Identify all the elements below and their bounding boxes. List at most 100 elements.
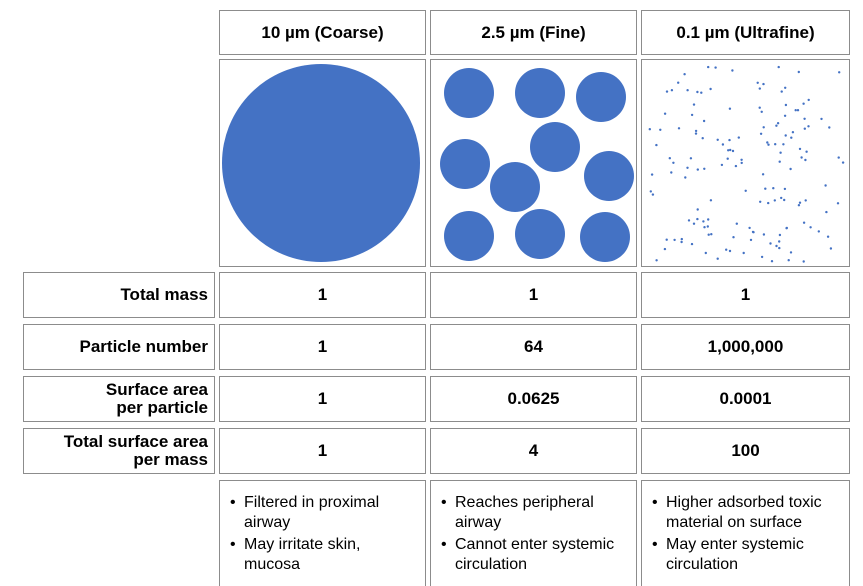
ultrafine-particle [731, 149, 735, 153]
ultrafine-particle [767, 143, 770, 146]
row-label-line: per particle [116, 398, 208, 417]
fine-particle [440, 139, 490, 189]
ultrafine-particle [775, 244, 778, 248]
ultrafine-particle [728, 249, 732, 253]
ultrafine-particle [648, 128, 651, 131]
ultrafine-particle [804, 199, 807, 202]
ultrafine-particle [707, 65, 710, 69]
header-ultrafine: 0.1 µm (Ultrafine) [641, 10, 850, 55]
ultrafine-particle [762, 233, 766, 236]
header-fine: 2.5 µm (Fine) [430, 10, 637, 55]
ultrafine-particle [735, 222, 738, 225]
fine-particle [444, 211, 494, 261]
fine-particle [530, 122, 580, 172]
row-label-total-surface-area-per-mass: Total surface area per mass [23, 428, 215, 474]
ultrafine-particle [826, 235, 830, 238]
ultrafine-particle [772, 187, 775, 190]
fine-particle [444, 68, 494, 118]
ultrafine-particle [744, 189, 747, 192]
ultrafine-particle [702, 119, 706, 123]
ultrafine-particle [716, 257, 719, 260]
ultrafine-particle [696, 208, 699, 211]
ultrafine-particle [663, 247, 667, 251]
fine-surface-area-per-particle: 0.0625 [430, 376, 637, 422]
coarse-particle [222, 64, 420, 262]
ultrafine-particle [778, 246, 781, 250]
ultrafine-particle [737, 136, 740, 139]
ultrafine-particle [775, 124, 778, 127]
ultrafine-particle [749, 238, 753, 242]
ultrafine-particle [802, 260, 805, 263]
ultrafine-particle [759, 200, 762, 203]
ultrafine-particle [770, 260, 774, 263]
ultrafine-particle [820, 117, 823, 121]
header-coarse: 10 µm (Coarse) [219, 10, 426, 55]
ultrafine-particle [683, 73, 686, 76]
ultrafine-particle [760, 255, 764, 259]
note-item: May enter systemic circulation [652, 535, 843, 575]
ultrafine-particle [769, 242, 772, 245]
ultrafine-particle [655, 143, 658, 147]
ultrafine-particle [791, 131, 795, 134]
ultrafine-particle [758, 87, 761, 90]
ultrafine-total-mass: 1 [641, 272, 850, 318]
ultrafine-particle [802, 102, 805, 105]
ultrafine-particle [764, 187, 767, 190]
ultrafine-particle [689, 157, 693, 160]
ultrafine-particle-number: 1,000,000 [641, 324, 850, 370]
ultrafine-particle [677, 81, 680, 84]
ultrafine-particle [760, 110, 763, 113]
row-label-line: Surface area [105, 380, 208, 399]
ultrafine-particle [798, 147, 802, 151]
ultrafine-particle [780, 90, 783, 93]
ultrafine-particle [762, 126, 765, 129]
ultrafine-particle [776, 122, 780, 125]
coarse-total-surface-area-per-mass: 1 [219, 428, 426, 474]
ultrafine-particle [655, 259, 658, 262]
row-label-surface-area-per-particle: Surface area per particle [23, 376, 215, 422]
ultrafine-particle [740, 158, 743, 161]
ultrafine-particle [677, 127, 681, 130]
ultrafine-particle [836, 202, 840, 205]
ultrafine-particle [701, 137, 704, 140]
ultrafine-particle [782, 143, 785, 146]
ultrafine-particle [802, 221, 806, 224]
ultrafine-particle [692, 103, 696, 106]
ultrafine-particle [680, 237, 683, 241]
ultrafine-particle [780, 196, 783, 200]
ultrafine-particle [710, 233, 713, 236]
ultrafine-particle [704, 251, 707, 255]
fine-particle-number: 64 [430, 324, 637, 370]
ultrafine-particle [785, 226, 788, 230]
ultrafine-surface-area-per-particle: 0.0001 [641, 376, 850, 422]
ultrafine-particle [809, 226, 812, 229]
ultrafine-particle [797, 70, 800, 74]
ultrafine-particle [725, 248, 728, 251]
ultrafine-particle [807, 125, 810, 128]
ultrafine-particle [807, 98, 810, 102]
row-label-line: per mass [133, 450, 208, 469]
ultrafine-particle [783, 198, 786, 202]
ultrafine-particle [686, 89, 689, 92]
ultrafine-particles-illustration [641, 59, 850, 267]
note-item: Filtered in proximal airway [230, 493, 419, 533]
ultrafine-particle [692, 222, 696, 225]
ultrafine-particles-svg [648, 65, 845, 263]
fine-particle [515, 209, 565, 259]
ultrafine-particle [841, 161, 845, 164]
ultrafine-particle [828, 126, 831, 129]
note-item: Reaches peripheral airway [441, 493, 630, 533]
ultrafine-particle [680, 240, 683, 244]
ultrafine-particle [706, 225, 709, 228]
ultrafine-particle [825, 210, 828, 214]
ultrafine-particle [673, 238, 676, 242]
ultrafine-particle [703, 226, 706, 229]
row-label-line: Total surface area [63, 432, 208, 451]
ultrafine-particle [803, 127, 806, 130]
ultrafine-particle [696, 217, 699, 221]
coarse-particle-svg [222, 64, 420, 262]
ultrafine-particle [779, 151, 782, 154]
row-label-total-mass: Total mass [23, 272, 215, 318]
coarse-particle-illustration [219, 59, 426, 267]
fine-particle [580, 212, 630, 262]
